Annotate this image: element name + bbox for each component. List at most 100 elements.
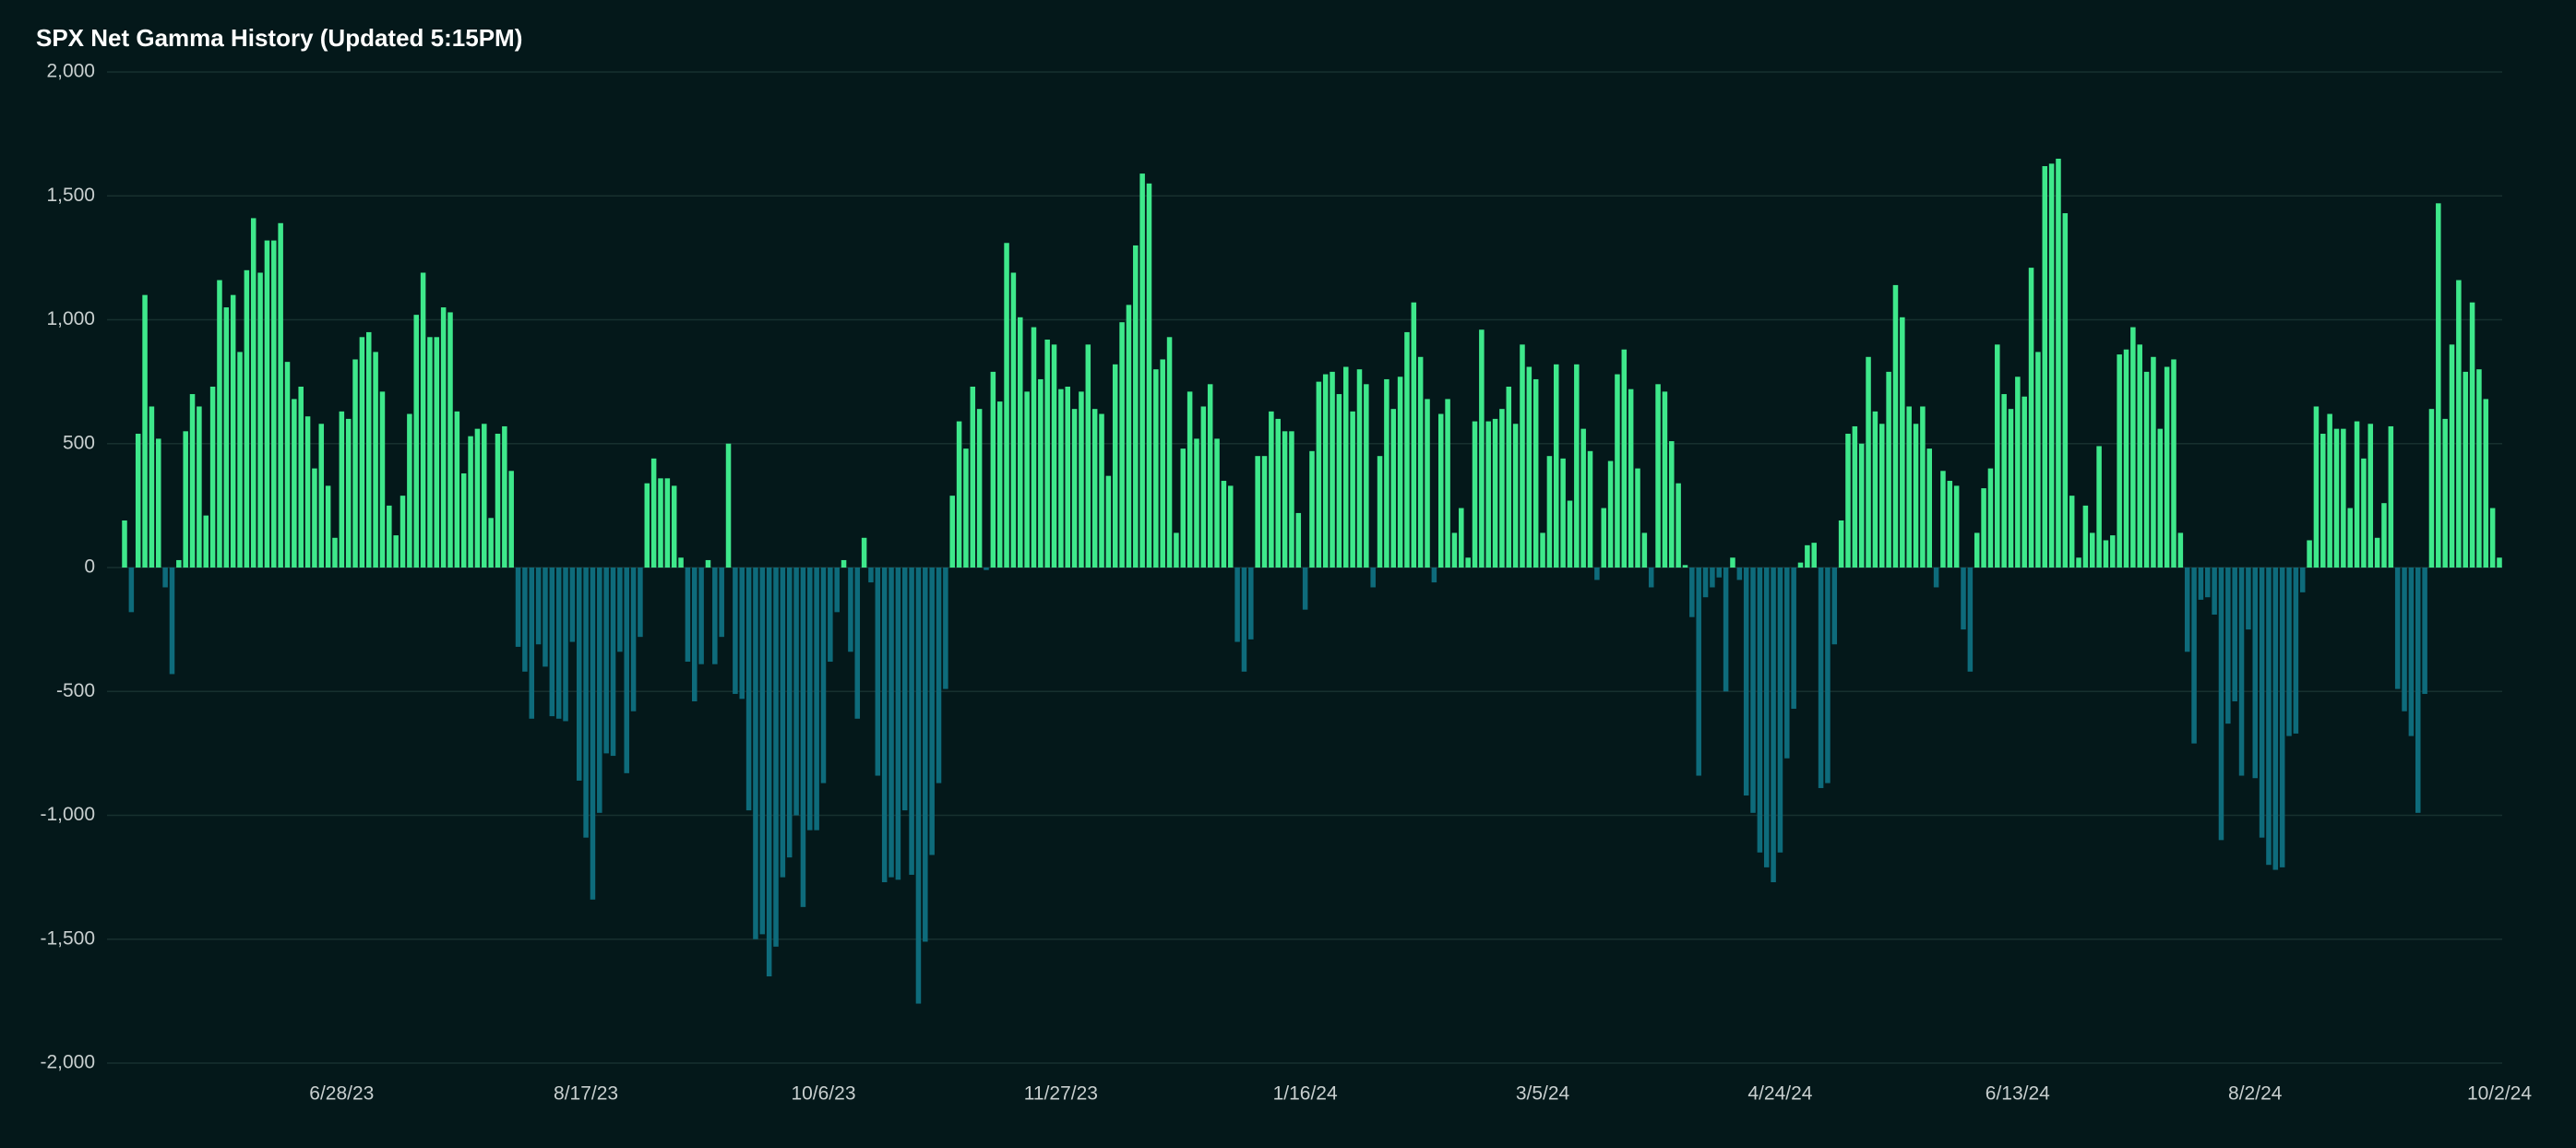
bar — [1655, 384, 1661, 568]
bar — [257, 272, 263, 568]
bar — [2103, 540, 2109, 568]
bar — [923, 568, 928, 942]
bar — [569, 568, 576, 642]
bar — [359, 337, 365, 568]
bar — [2286, 568, 2292, 736]
bar — [1676, 483, 1681, 568]
bar — [529, 568, 535, 719]
bar — [482, 424, 487, 568]
bar — [1397, 377, 1403, 568]
bar — [692, 568, 698, 701]
bar — [1567, 500, 1573, 568]
bar — [1227, 485, 1234, 568]
bar — [1628, 389, 1634, 568]
bar — [793, 568, 799, 816]
bar — [1858, 443, 1865, 568]
bar — [2428, 409, 2435, 568]
bar — [1139, 173, 1145, 568]
bar — [2117, 354, 2122, 568]
bar — [576, 568, 582, 781]
bar — [1967, 568, 1974, 672]
bar — [888, 568, 894, 878]
bar — [1981, 488, 1986, 568]
bar — [2008, 409, 2014, 568]
bar — [1153, 369, 1159, 568]
bar — [2341, 428, 2346, 568]
bar — [1763, 568, 1770, 867]
bar — [1411, 302, 1417, 568]
bar — [1892, 284, 1899, 568]
y-tick-label: -500 — [56, 680, 95, 701]
bar — [420, 272, 426, 568]
bar — [1166, 337, 1173, 568]
bar — [1241, 568, 1247, 672]
bar — [2252, 568, 2259, 779]
bar — [583, 568, 589, 838]
bar — [1913, 424, 1919, 568]
bar — [1621, 349, 1628, 568]
bar — [1831, 568, 1838, 645]
x-tick-label: 10/2/24 — [2467, 1083, 2532, 1105]
bar — [183, 431, 188, 568]
bar — [1689, 568, 1695, 617]
bar — [2021, 396, 2027, 568]
bar — [1018, 317, 1023, 568]
bar — [427, 337, 433, 568]
bar — [1065, 386, 1071, 568]
bar — [2076, 557, 2081, 568]
bar — [658, 478, 663, 568]
bar — [638, 568, 643, 638]
bar — [1174, 532, 1179, 568]
bar — [2449, 344, 2455, 568]
bar — [1974, 532, 1980, 568]
bar — [814, 568, 819, 831]
bar — [135, 434, 141, 568]
bar — [956, 421, 962, 568]
bar — [413, 315, 419, 568]
bar — [1071, 409, 1078, 568]
bar — [332, 537, 338, 568]
bar — [624, 568, 629, 773]
bar — [2442, 418, 2448, 568]
bar — [1757, 568, 1763, 853]
bar — [2279, 568, 2285, 867]
bar — [1275, 418, 1281, 568]
bar — [1818, 568, 1824, 788]
x-tick-label: 3/5/24 — [1516, 1083, 1570, 1105]
bar — [1947, 481, 1953, 568]
bar — [996, 401, 1003, 568]
bar — [1295, 512, 1302, 568]
bar — [197, 406, 202, 568]
bar — [1499, 409, 1505, 568]
bar — [2469, 302, 2475, 568]
bar — [1445, 399, 1450, 568]
bar — [2048, 163, 2055, 568]
bar — [1784, 568, 1790, 759]
bar — [650, 458, 657, 568]
bar — [1886, 371, 1891, 568]
bar — [304, 416, 311, 568]
bar — [1322, 374, 1329, 568]
bar — [1805, 544, 1810, 568]
bar — [733, 568, 738, 694]
bar — [2157, 428, 2164, 568]
bar — [2177, 532, 2184, 568]
bar — [1723, 568, 1729, 692]
bar — [1560, 458, 1566, 568]
bar — [1845, 434, 1851, 568]
bar — [325, 485, 331, 568]
bar — [1234, 568, 1240, 642]
bar — [1058, 389, 1064, 568]
bar — [1920, 406, 1926, 568]
y-tick-label: 1,000 — [46, 308, 95, 329]
bar — [278, 222, 283, 568]
bar — [1838, 520, 1844, 568]
bar — [230, 294, 236, 568]
bar — [549, 568, 555, 717]
bar — [2476, 369, 2482, 568]
bar — [2320, 434, 2326, 568]
bar — [2415, 568, 2421, 813]
bar — [447, 312, 453, 568]
